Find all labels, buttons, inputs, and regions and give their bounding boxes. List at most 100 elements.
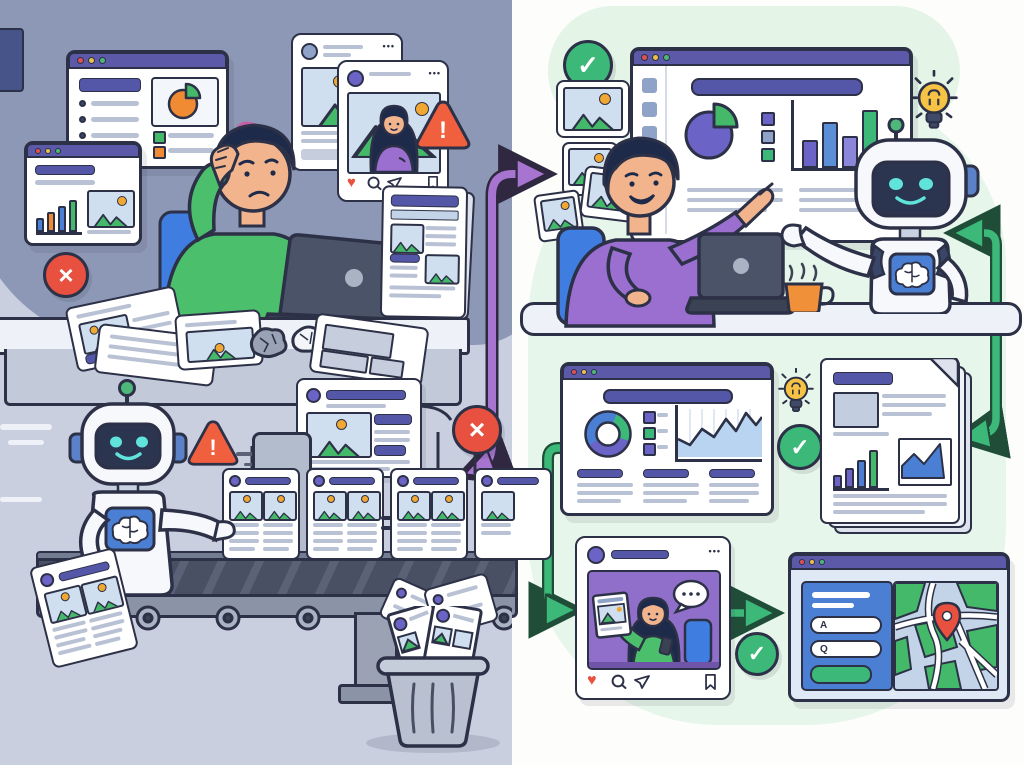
social-video-post: •••	[575, 536, 731, 700]
duplicate-article-card	[222, 468, 300, 560]
window-dot-green	[663, 54, 670, 61]
window-dot-yellow	[581, 369, 587, 375]
robot-hand	[212, 520, 236, 542]
comment-icon	[367, 176, 382, 191]
duplicate-article-card	[306, 468, 384, 560]
window-dot-green	[99, 57, 106, 64]
search-field-q: Q	[810, 640, 882, 658]
window-titlebar	[562, 364, 772, 380]
warning-triangle-icon: !	[186, 418, 240, 468]
robot-arm-right	[158, 508, 225, 543]
more-options-icon: •••	[382, 41, 395, 51]
crumpled-paper	[249, 327, 288, 359]
chair	[683, 618, 713, 666]
window-dot-red	[77, 57, 84, 64]
field-a-label: A	[820, 619, 828, 631]
lightbulb-icon	[778, 368, 814, 413]
duplicate-article-card	[390, 468, 468, 560]
page-header-bar	[35, 165, 95, 175]
line-chart	[675, 405, 764, 462]
held-card	[591, 591, 632, 639]
window-dot-green	[819, 559, 825, 565]
robot-face-screen	[94, 422, 162, 470]
donut-chart	[584, 410, 632, 458]
window-dot-yellow	[45, 147, 51, 154]
more-options-icon: •••	[708, 546, 721, 556]
report-document	[820, 358, 960, 524]
equals-mark	[381, 526, 392, 530]
social-post-card-front: ••• ♥	[337, 60, 449, 202]
antenna-ball	[887, 118, 905, 134]
photo-card	[556, 80, 630, 138]
duplicate-article-card	[474, 468, 552, 560]
search-panel: A Q	[801, 581, 893, 691]
share-plane-icon	[634, 675, 650, 689]
robot-hand-open	[780, 223, 807, 248]
map-area	[893, 581, 999, 691]
robot-arm-left	[793, 225, 877, 279]
field-q-label: Q	[820, 643, 828, 655]
post-actions: ♥	[347, 174, 439, 192]
window-dot-green	[55, 147, 61, 154]
phone	[658, 636, 674, 656]
trash-can	[376, 606, 490, 748]
robot-arm-right	[935, 255, 969, 305]
speed-line	[8, 440, 44, 445]
avatar	[587, 546, 605, 564]
search-field-a: A	[810, 616, 882, 634]
window-titlebar	[790, 554, 1008, 570]
window-dot-red	[571, 369, 577, 375]
cta-block	[301, 149, 343, 160]
robot-eye	[889, 178, 903, 190]
window-dot-red	[641, 54, 648, 61]
folded-corner	[930, 358, 960, 388]
robot-eye	[110, 436, 122, 448]
heart-icon: ♥	[587, 672, 597, 689]
post-photo-woman	[347, 92, 441, 174]
map-window: A Q	[788, 552, 1010, 702]
robot-eye	[136, 436, 148, 448]
window-dot-yellow	[809, 559, 815, 565]
antenna-ball	[118, 379, 136, 397]
comment-icon	[611, 674, 627, 689]
window-titlebar	[26, 143, 140, 158]
avatar	[347, 70, 364, 87]
insights-window	[560, 362, 774, 516]
more-options-icon: •••	[428, 68, 441, 78]
post-actions: ♥	[587, 672, 719, 692]
article-image	[306, 412, 372, 458]
browser-window-bars	[24, 141, 142, 246]
dash-line	[236, 452, 262, 456]
window-dot-red	[799, 559, 805, 565]
avatar	[306, 388, 321, 403]
document-article	[379, 185, 469, 319]
steam	[788, 262, 818, 282]
check-circle-icon: ✓	[735, 632, 779, 676]
window-dot-yellow	[88, 57, 95, 64]
location-pin-icon	[932, 601, 962, 642]
warning-triangle-icon: !	[414, 98, 472, 152]
image-thumbnail	[87, 190, 135, 228]
page-header-bar	[79, 78, 141, 92]
header-pill	[603, 389, 733, 404]
pie-chart	[684, 102, 739, 160]
window-dot-green	[591, 369, 597, 375]
pie-chart	[167, 82, 202, 120]
coffee-mug	[784, 262, 835, 312]
speed-line	[0, 497, 42, 502]
robot-face-screen	[871, 160, 951, 218]
error-cross-icon: ×	[452, 405, 502, 455]
woman-portrait	[369, 104, 419, 172]
analytics-dashboard-window	[630, 47, 913, 243]
browser-window-pie	[66, 50, 229, 169]
assistant-robot	[780, 118, 980, 314]
equals-mark	[381, 516, 392, 520]
rejected-article-card	[296, 378, 422, 478]
check-circle-icon: ✓	[777, 424, 823, 470]
window-dot-red	[35, 147, 41, 154]
speed-line	[0, 424, 52, 430]
window-titlebar	[632, 49, 911, 66]
avatar	[301, 43, 318, 60]
bar-chart	[36, 194, 82, 235]
